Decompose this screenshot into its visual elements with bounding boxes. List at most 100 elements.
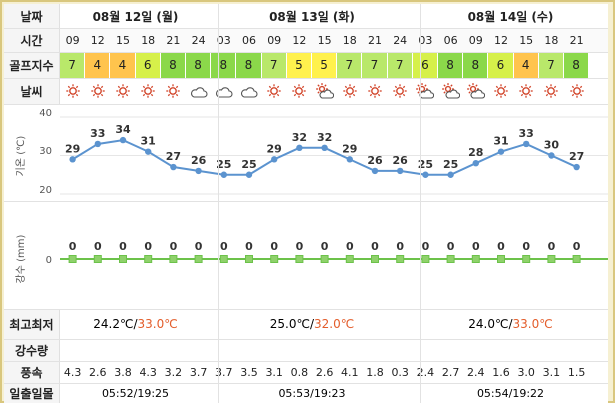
temp-value-label: 33 [90, 127, 105, 140]
time-cell: 18 [342, 33, 357, 47]
temp-point [447, 171, 454, 178]
rain-point [371, 255, 379, 263]
temp-point [371, 167, 379, 175]
rain-amount-label: 강수량 [4, 339, 60, 361]
golf-index-cell: 7 [387, 52, 413, 78]
rain-value-label: 0 [321, 240, 329, 253]
day-header-3: 08월 14일 (수) [467, 9, 554, 24]
temp-value-label: 30 [544, 139, 560, 152]
rain-point [446, 255, 455, 263]
golf-index-cell: 8 [160, 52, 186, 78]
rain-value-label: 0 [573, 240, 581, 253]
minmax-separator: / [133, 317, 138, 331]
rain-value-label: 0 [472, 240, 480, 253]
wind-cell: 4.3 [139, 365, 157, 379]
golf-index-cell: 8 [463, 52, 489, 78]
wind-cell: 3.7 [215, 365, 233, 379]
temp-point [321, 144, 328, 151]
golf-index-cell: 8 [236, 52, 262, 78]
time-cell: 24 [191, 33, 206, 47]
rain-point [119, 255, 127, 263]
time-label: 시간 [4, 28, 60, 52]
wind-cell: 3.2 [164, 365, 183, 379]
golf-index-cell: 8 [438, 52, 464, 78]
sun-cell: 05:53/19:23 [278, 386, 346, 400]
charts: 기온 (℃) 40 30 20 29 33 34 31 27 26 25 25 29 32 32 29… [15, 108, 608, 283]
temp-value-label: 31 [493, 135, 508, 148]
time-cell: 06 [443, 33, 458, 47]
time-cell: 03 [216, 33, 231, 47]
wind-cell: 4.3 [63, 365, 82, 379]
temp-value-label: 25 [418, 158, 433, 171]
temp-value-label: 26 [367, 154, 383, 167]
rain-ytick-0: 0 [46, 255, 52, 266]
time-cell: 12 [493, 33, 508, 47]
golf-index-cell: 7 [538, 52, 564, 78]
time-cell: 09 [65, 33, 80, 47]
temp-ytick-20: 20 [39, 185, 52, 196]
golf-index-cell: 4 [110, 52, 136, 78]
sun-icon [337, 78, 362, 104]
minmax-separator: / [508, 317, 513, 331]
temp-value-label: 27 [569, 150, 584, 163]
cloud-icon [236, 78, 261, 104]
sun-cell: 05:52/19:25 [101, 386, 170, 400]
temp-point [497, 148, 505, 155]
wind-cell: 0.8 [290, 365, 309, 379]
rain-point [320, 255, 329, 263]
rain-value-label: 0 [220, 240, 228, 253]
day-header-1: 08월 12일 (월) [92, 9, 179, 24]
weather-row: 날씨 [4, 78, 608, 104]
time-cell: 18 [544, 33, 559, 47]
time-cell: 21 [367, 33, 382, 47]
sun-icon [362, 78, 387, 104]
wind-cell: 2.4 [416, 365, 435, 379]
time-row: 시간 09 12 15 18 21 24 03 06 09 12 15 18 21 24 03 06 09 12 1… [4, 28, 608, 52]
time-cell: 18 [141, 33, 156, 47]
temp-point [296, 144, 303, 151]
cloud-icon [211, 78, 236, 104]
rain-point [144, 255, 153, 263]
time-cell: 21 [166, 33, 181, 47]
rain-value-label: 0 [195, 240, 203, 253]
date-label: 날짜 [4, 4, 60, 28]
temp-point [195, 167, 202, 175]
min-temp: 24.2℃ [93, 317, 134, 331]
golf-index-cell: 7 [60, 52, 86, 78]
wind-cell: 2.6 [89, 365, 107, 379]
sun-icon [488, 78, 513, 104]
minmax-label: 최고최저 [4, 309, 60, 339]
golf-index-cell: 6 [412, 52, 438, 78]
rain-point [93, 255, 102, 263]
wind-row: 풍속 4.3 2.6 3.8 4.3 3.2 3.7 3.7 3.5 3.1 0.8 2.6 4.1 1… [4, 361, 608, 383]
rain-point [68, 255, 77, 263]
temp-value-label: 32 [292, 131, 307, 144]
rain-amount-row: 강수량 [4, 339, 608, 361]
time-cell: 24 [393, 33, 408, 47]
temp-point [523, 140, 530, 148]
rain-point [194, 255, 203, 263]
golf-index-cell: 7 [261, 52, 287, 78]
partly-cloudy-icon [463, 78, 488, 104]
sun-icon [262, 78, 287, 104]
temp-point [422, 171, 429, 178]
temp-point [548, 152, 555, 159]
partly-cloudy-icon [312, 78, 337, 104]
sun-label: 일출일몰 [4, 383, 60, 403]
temp-value-label: 29 [342, 142, 357, 155]
temp-value-label: 31 [141, 135, 156, 148]
partly-cloudy-icon [438, 78, 463, 104]
cloud-icon [186, 78, 211, 104]
time-cell: 12 [90, 33, 105, 47]
temp-point [245, 171, 253, 178]
min-temp: 24.0℃ [468, 317, 509, 331]
rain-point [471, 255, 480, 263]
wind-cell: 1.8 [366, 365, 384, 379]
wind-cell: 3.5 [240, 365, 258, 379]
time-cell: 09 [468, 33, 483, 47]
temperature-chart: 기온 (℃) 40 30 20 29 33 34 31 27 26 25 25 29 32 32 29… [15, 108, 608, 196]
temp-point [69, 156, 76, 163]
sun-icon [110, 78, 135, 104]
rain-point [547, 255, 556, 263]
time-cell: 06 [241, 33, 256, 47]
